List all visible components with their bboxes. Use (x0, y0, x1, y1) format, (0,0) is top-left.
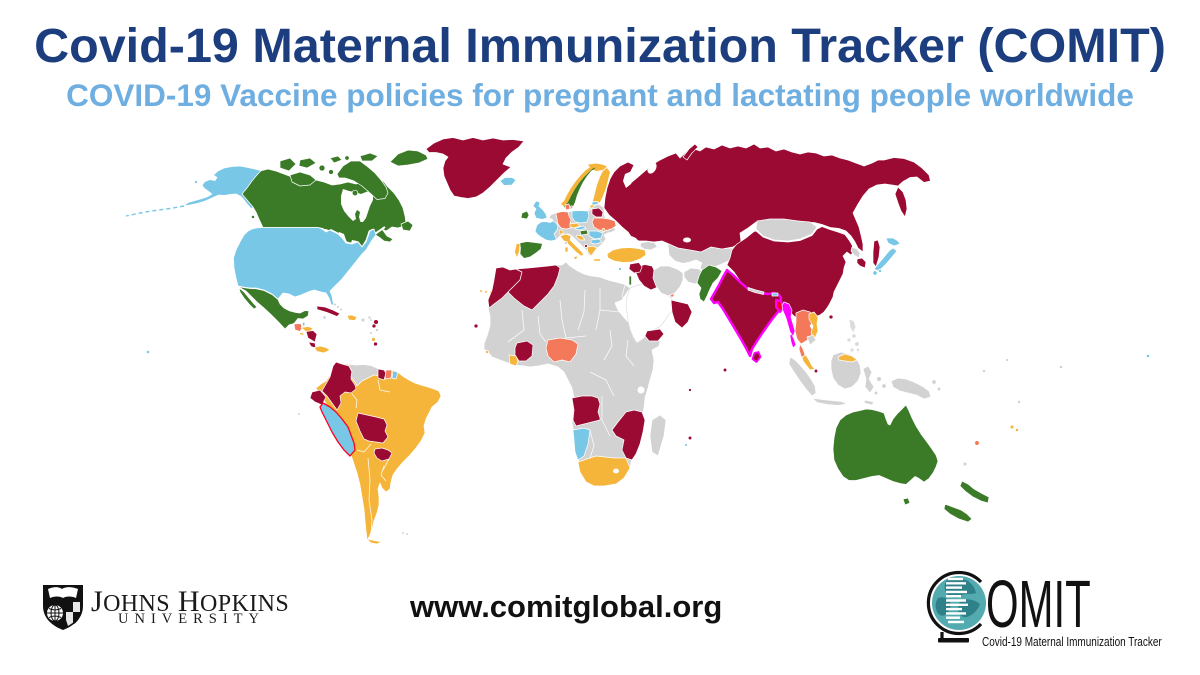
svg-text:Covid-19 Maternal Immunization: Covid-19 Maternal Immunization Tracker (982, 636, 1162, 649)
svg-text:UNIVERSITY: UNIVERSITY (118, 611, 265, 627)
svg-text:OMIT: OMIT (986, 566, 1091, 642)
svg-text:JOHNS HOPKINS: JOHNS HOPKINS (91, 585, 289, 618)
